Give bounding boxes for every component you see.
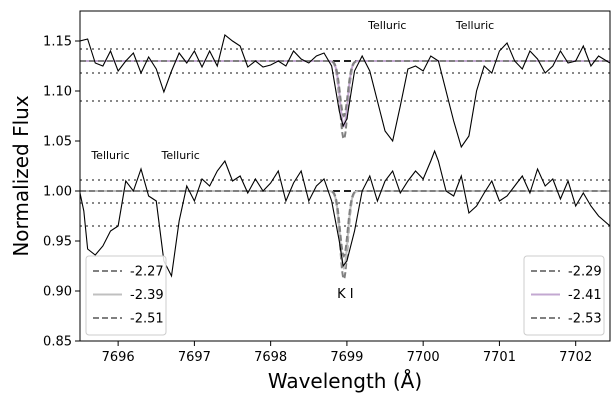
legend-box — [523, 255, 605, 336]
legend-lower-left: -2.27 -2.39 -2.51 — [85, 255, 167, 336]
x-axis-title: Wavelength (Å) — [268, 369, 422, 393]
y-tick-label: 1.10 — [43, 85, 72, 100]
legend-label: -2.27 — [130, 265, 164, 280]
upper-spectrum-model-2 — [80, 60, 610, 118]
plot-frame — [79, 10, 611, 342]
legend-label: -2.53 — [568, 312, 602, 327]
telluric-label: Telluric — [90, 149, 129, 162]
annotations: Telluric Telluric Telluric Telluric K I — [90, 19, 494, 302]
upper-spectrum-observed-line — [80, 34, 610, 149]
y-tick-label: 0.90 — [43, 285, 72, 300]
x-tick-label: 7702 — [559, 350, 592, 365]
legend-lower-right: -2.29 -2.41 -2.53 — [523, 255, 605, 336]
x-tick-label: 7699 — [330, 350, 363, 365]
telluric-label: Telluric — [160, 149, 199, 162]
x-axis-ticks: 7696 7697 7698 7699 7700 7701 7702 — [102, 341, 592, 365]
y-tick-label: 1.05 — [43, 135, 72, 150]
x-tick-label: 7697 — [178, 350, 211, 365]
telluric-label: Telluric — [455, 19, 494, 32]
legend-label: -2.51 — [130, 312, 164, 327]
y-tick-label: 1.00 — [43, 185, 72, 200]
line-label: K I — [337, 287, 354, 302]
x-tick-label: 7698 — [254, 350, 287, 365]
legend-label: -2.41 — [568, 288, 602, 303]
y-axis-title: Normalized Flux — [9, 95, 33, 257]
y-tick-label: 0.85 — [43, 335, 72, 350]
legend-label: -2.39 — [130, 288, 164, 303]
y-axis-ticks: 0.85 0.90 0.95 1.00 1.05 1.10 1.15 — [43, 35, 80, 350]
x-tick-label: 7701 — [483, 350, 516, 365]
x-tick-label: 7696 — [102, 350, 135, 365]
legend-box — [85, 255, 167, 336]
telluric-label: Telluric — [367, 19, 406, 32]
y-tick-label: 1.15 — [43, 35, 72, 50]
legend-label: -2.29 — [568, 265, 602, 280]
lower-spectrum-model-2 — [80, 190, 610, 258]
y-tick-label: 0.95 — [43, 235, 72, 250]
x-tick-label: 7700 — [407, 350, 440, 365]
legends: -2.27 -2.39 -2.51 -2.29 -2.41 -2.53 — [85, 255, 605, 336]
